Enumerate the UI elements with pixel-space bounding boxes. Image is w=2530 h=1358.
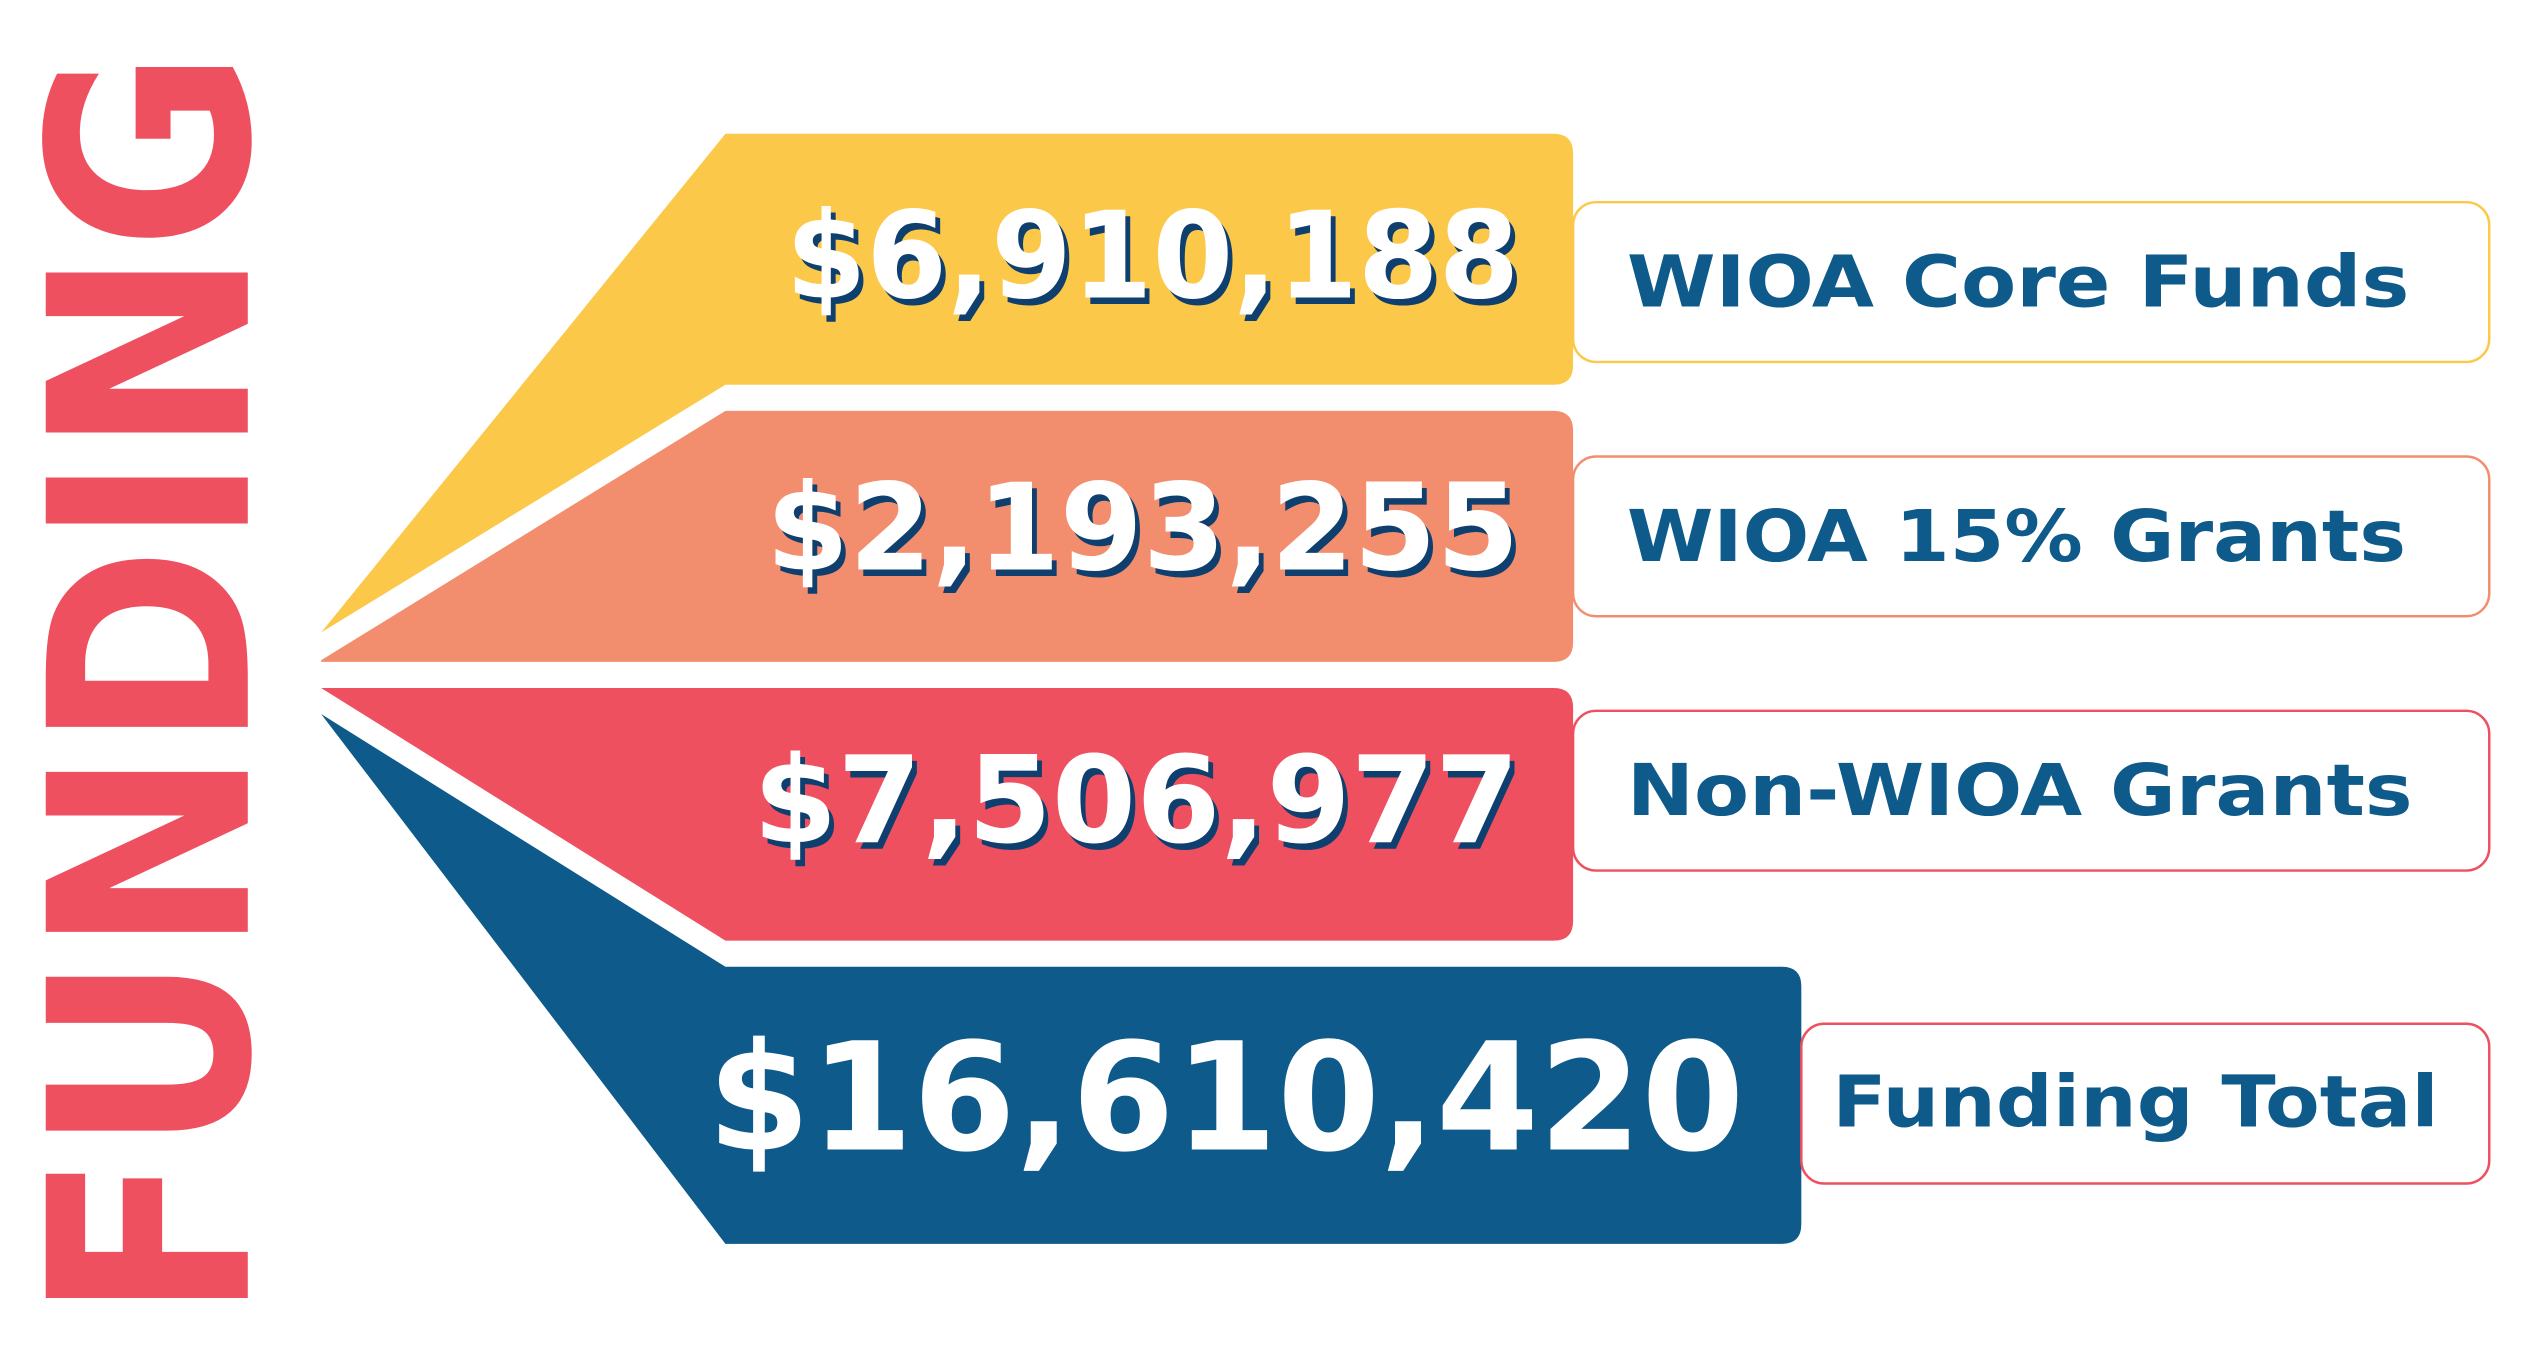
amount: $6,910,188	[786, 186, 1520, 326]
label: WIOA 15% Grants	[1627, 494, 2406, 578]
amount: $2,193,255	[766, 459, 1519, 599]
blue-band	[321, 714, 1802, 1244]
label-box	[1571, 200, 2491, 364]
total-amount: $16,610,420	[707, 1012, 1744, 1186]
amount-shadow: $6,910,188	[791, 193, 1525, 333]
label-box	[1571, 455, 2491, 618]
label-box	[1571, 709, 2491, 872]
label: WIOA Core Funds	[1627, 239, 2409, 323]
red-band	[321, 687, 1574, 941]
total-label: Funding Total	[1832, 1059, 2438, 1143]
amount-shadow: $2,193,255	[771, 465, 1524, 605]
label: Non-WIOA Grants	[1627, 748, 2413, 832]
title: FUNDING	[0, 49, 314, 1321]
salmon-band	[321, 410, 1574, 662]
label-box	[1800, 1022, 2491, 1185]
amount: $7,506,977	[753, 731, 1519, 871]
amount-shadow: $7,506,977	[758, 737, 1524, 877]
yellow-band	[321, 133, 1574, 633]
